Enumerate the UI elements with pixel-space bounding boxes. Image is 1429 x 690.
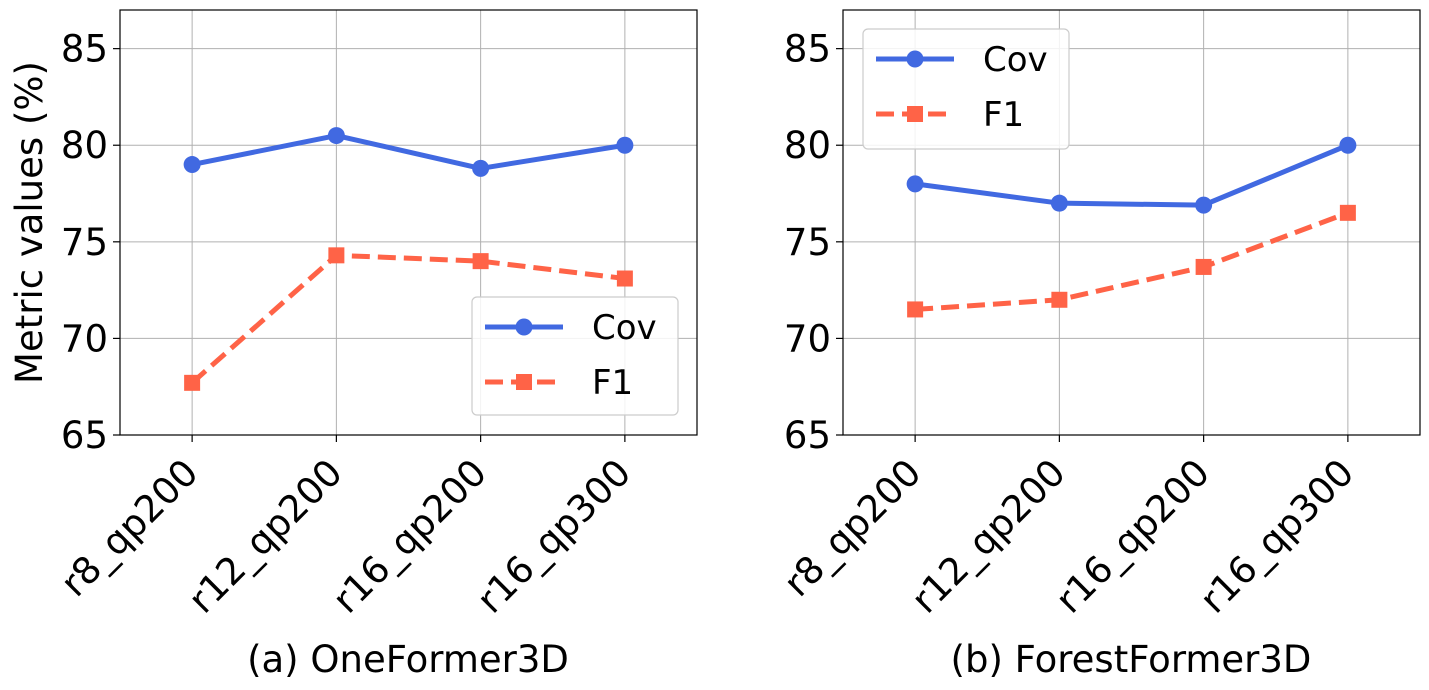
chart-panel-2: 65 70 75 80 85 r8_qp200r12_qp200r16_qp200r16_…: [775, 9, 1421, 681]
y-tick-label: 70: [784, 317, 831, 360]
data-point-cov: [1339, 136, 1357, 154]
data-point-cov: [183, 156, 201, 174]
y-tick-label: 85: [61, 28, 108, 71]
y-tick-label: 70: [61, 317, 108, 360]
y-tick-label: 75: [784, 221, 831, 264]
data-point-f1: [616, 270, 633, 287]
chart-title: (a) OneFormer3D: [247, 638, 569, 681]
x-tick-label: r8_qp200: [775, 451, 929, 605]
y-tick-label: 75: [61, 221, 108, 264]
legend-label-cov: Cov: [983, 40, 1048, 80]
legend: Cov F1: [471, 296, 679, 416]
legend-marker-cov: [906, 50, 924, 68]
legend-marker-f1: [907, 106, 923, 122]
data-point-f1: [1339, 204, 1356, 221]
data-point-f1: [1051, 291, 1068, 308]
data-point-cov: [472, 159, 490, 177]
x-tick-label: r16_qp300: [469, 451, 640, 622]
data-point-cov: [1050, 194, 1068, 212]
legend: Cov F1: [862, 28, 1070, 150]
x-tick-label: r12_qp200: [180, 451, 351, 622]
legend-label-f1: F1: [592, 363, 633, 403]
series-line-f1: [190, 252, 626, 385]
data-point-f1: [1195, 258, 1212, 275]
data-point-cov: [1195, 196, 1213, 214]
y-axis-label: Metric values (%): [8, 61, 51, 384]
x-tick-label: r16_qp300: [1192, 451, 1363, 622]
data-point-cov: [327, 127, 345, 145]
x-tick-label: r16_qp200: [1047, 451, 1218, 622]
data-point-f1: [907, 301, 924, 318]
y-tick-label: 80: [784, 124, 831, 167]
y-tick-label: 85: [784, 28, 831, 71]
data-point-f1: [472, 253, 489, 270]
data-point-cov: [906, 175, 924, 193]
legend-label-f1: F1: [983, 95, 1024, 135]
chart-title: (b) ForestFormer3D: [951, 638, 1312, 681]
legend-marker-f1: [516, 374, 532, 390]
chart-panel-1: 65 70 75 80 85 r8_qp200r12_qp200r16_qp200r16_…: [8, 9, 698, 681]
legend-label-cov: Cov: [592, 308, 657, 348]
plot-frame: [842, 9, 1421, 436]
series-line-cov: [914, 142, 1349, 208]
data-point-cov: [616, 136, 634, 154]
x-tick-label: r12_qp200: [903, 451, 1074, 622]
legend-marker-cov: [515, 318, 533, 336]
x-tick-label: r16_qp200: [324, 451, 495, 622]
plot-frame: [119, 9, 698, 436]
series-line-cov: [191, 133, 626, 171]
y-tick-label: 65: [784, 414, 831, 457]
data-point-f1: [328, 247, 345, 264]
data-point-f1: [184, 374, 201, 391]
y-tick-label: 80: [61, 124, 108, 167]
series-line-f1: [914, 210, 1349, 312]
x-tick-label: r8_qp200: [52, 451, 206, 605]
y-tick-label: 65: [61, 414, 108, 457]
